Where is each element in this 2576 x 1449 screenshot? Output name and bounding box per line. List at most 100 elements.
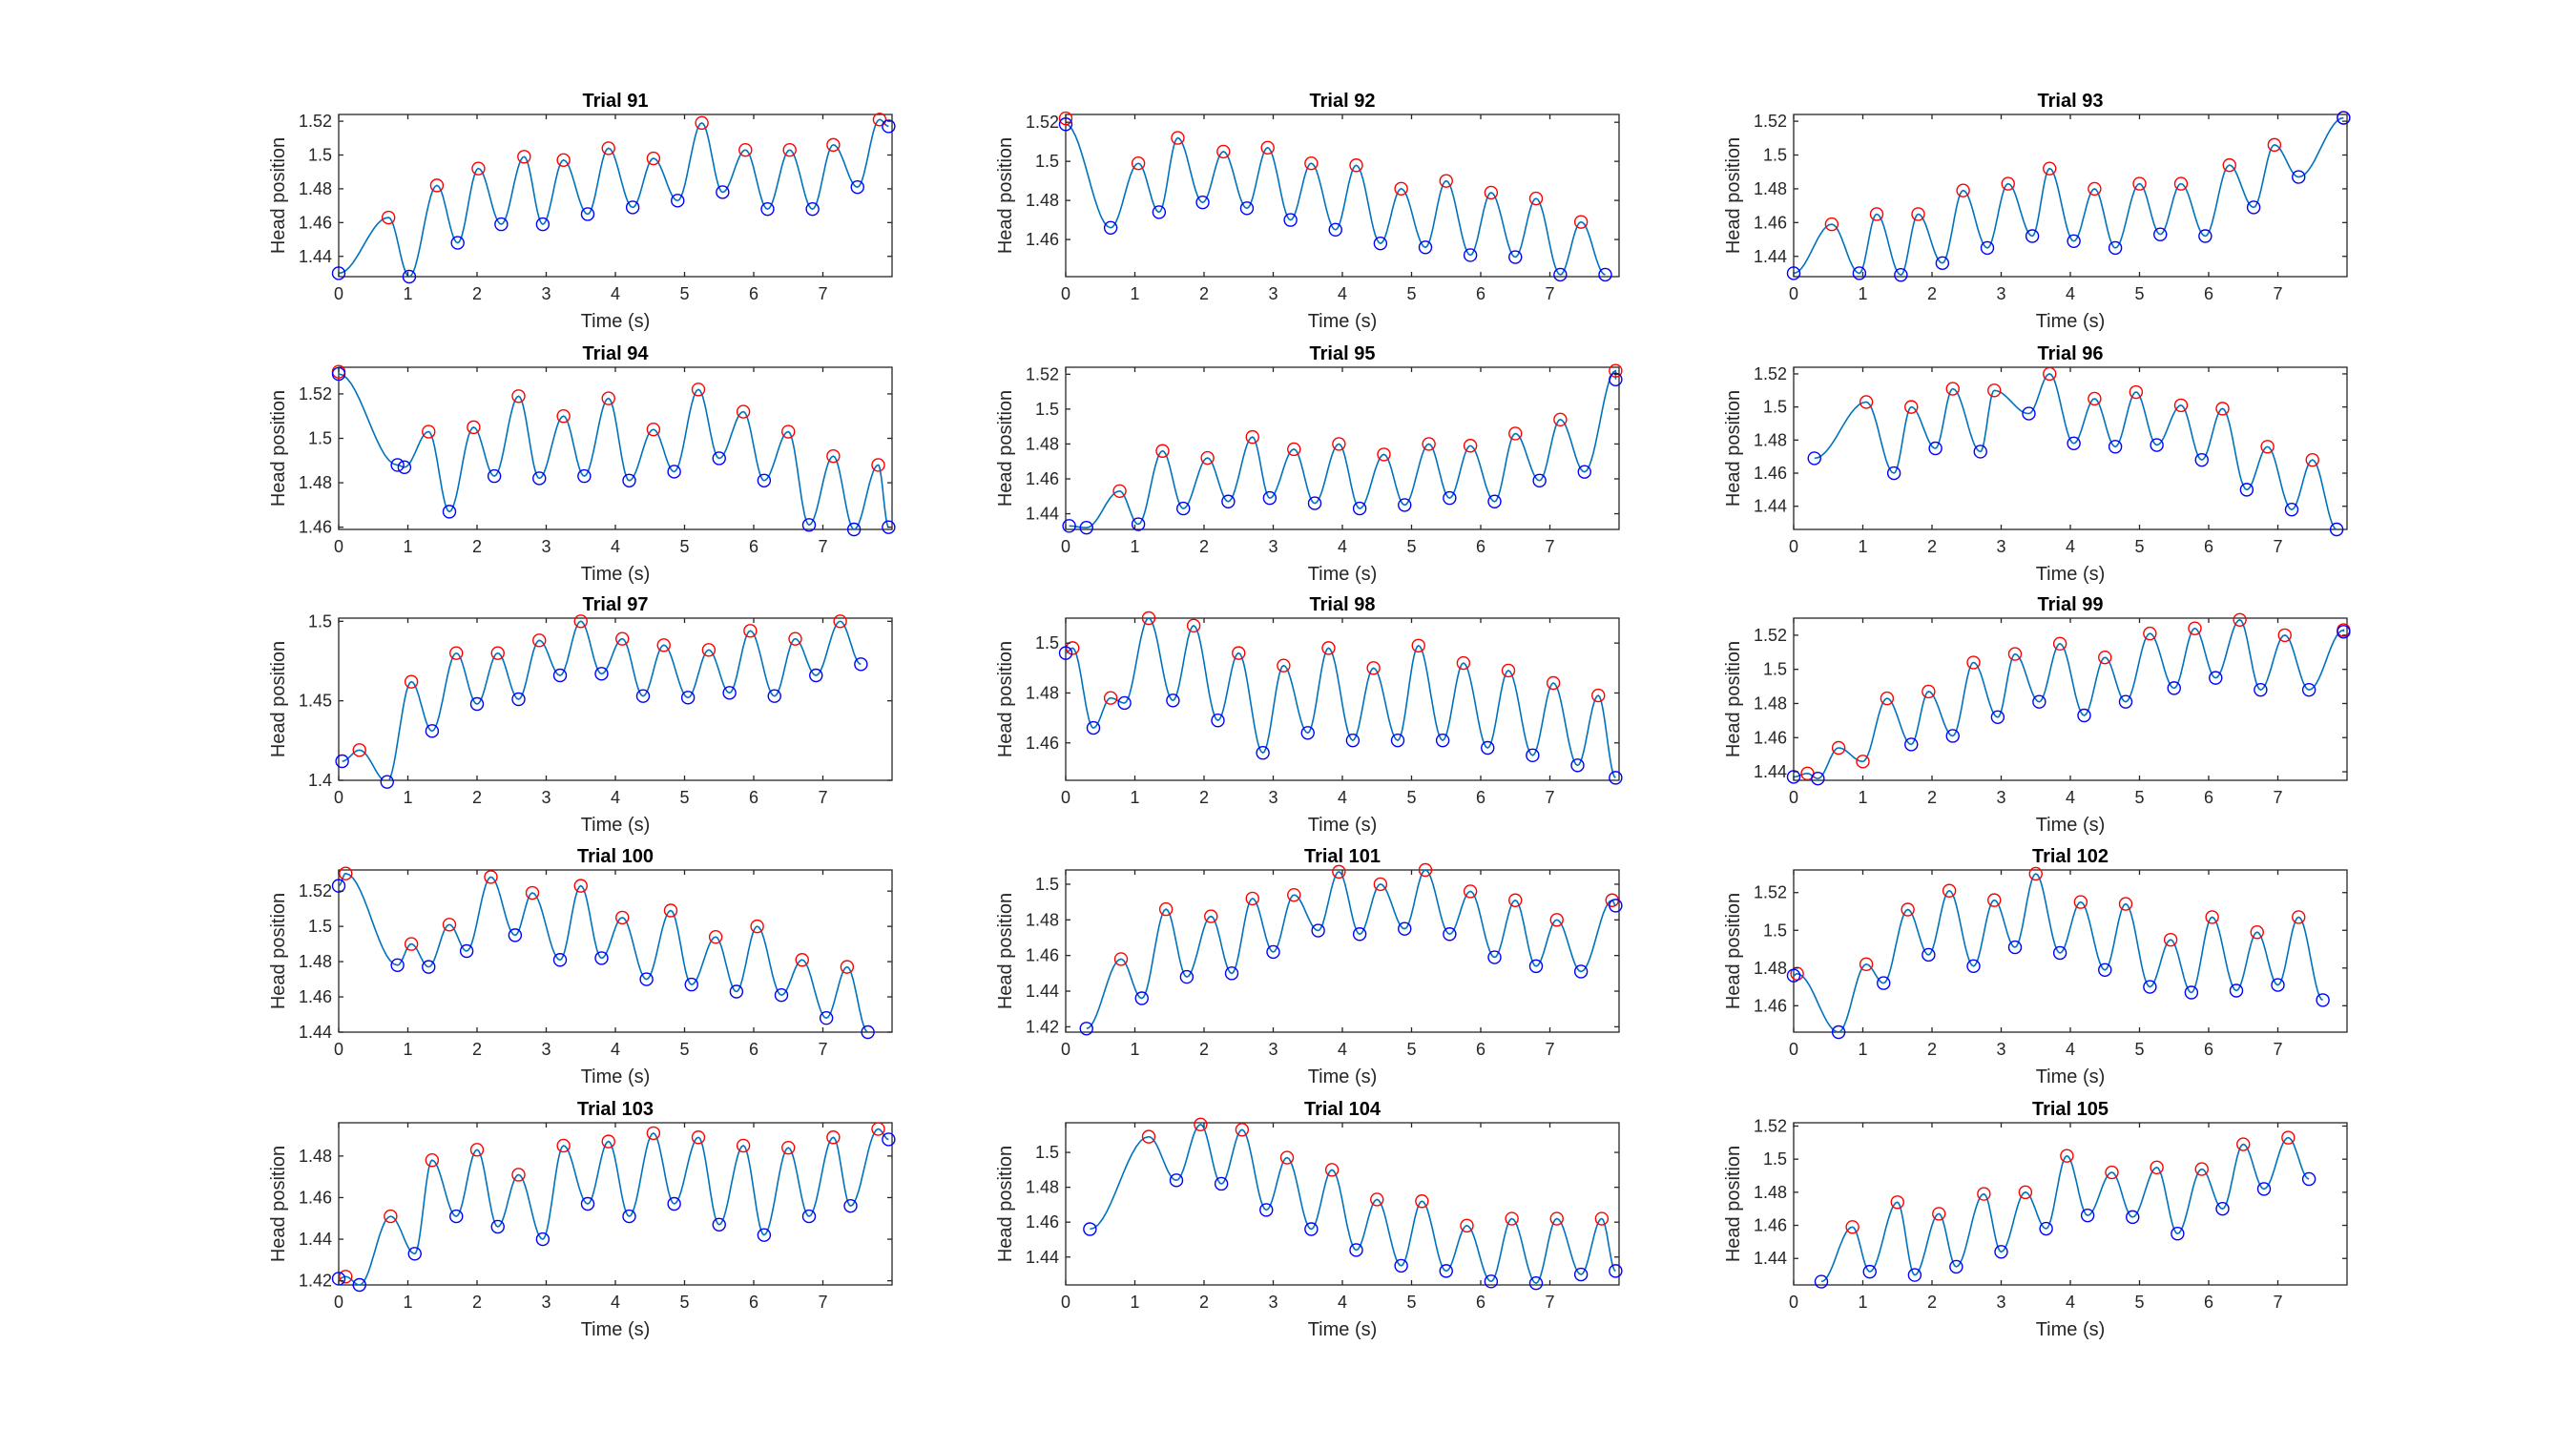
peak-marker [1349, 158, 1363, 173]
axes-box [1065, 114, 1620, 278]
peak-marker [2222, 157, 2236, 173]
peak-marker [2233, 612, 2247, 627]
peak-marker [2060, 1149, 2074, 1163]
x-tick-label: 1 [1858, 1040, 1867, 1059]
trough-marker [1079, 520, 1093, 535]
x-tick-label: 4 [2066, 284, 2075, 303]
x-tick-label: 3 [541, 537, 551, 556]
trough-marker [1907, 1268, 1922, 1282]
trough-marker [469, 696, 485, 712]
x-tick-label: 4 [611, 284, 620, 303]
x-tick-label: 7 [818, 537, 827, 556]
peak-marker [1394, 181, 1408, 197]
x-tick-label: 7 [1545, 1293, 1554, 1312]
x-tick-label: 2 [472, 284, 482, 303]
trough-marker [1487, 950, 1502, 964]
axes-box [338, 366, 893, 530]
trough-marker [2143, 980, 2157, 994]
y-tick-label: 1.44 [1754, 762, 1787, 781]
x-tick-label: 5 [1406, 1040, 1416, 1059]
trough-marker [1886, 466, 1901, 481]
trough-marker [1814, 1274, 1829, 1289]
x-tick-label: 0 [1061, 537, 1070, 556]
trough-marker [425, 724, 440, 738]
trough-marker [1949, 1259, 1963, 1274]
x-tick-label: 5 [679, 788, 689, 807]
trough-marker [1786, 770, 1801, 784]
peak-marker [736, 404, 751, 419]
trough-marker [767, 689, 781, 703]
x-tick-label: 3 [541, 788, 551, 807]
trough-marker [1577, 465, 1591, 479]
trough-marker [1103, 220, 1118, 235]
peak-marker [1987, 893, 2002, 907]
y-tick-label: 1.46 [1026, 1212, 1059, 1232]
peak-marker [1415, 1194, 1429, 1209]
y-tick-label: 1.5 [1763, 1149, 1787, 1169]
peak-marker [2043, 366, 2057, 382]
x-tick-label: 1 [1130, 1293, 1139, 1312]
y-tick-label: 1.48 [299, 952, 332, 971]
y-tick-label: 1.44 [1026, 505, 1059, 524]
trough-marker [667, 1196, 681, 1211]
trough-marker [2316, 993, 2330, 1007]
x-tick-label: 5 [1406, 537, 1416, 556]
y-tick-label: 1.5 [308, 917, 332, 936]
trough-marker [1994, 1245, 2008, 1259]
peak-marker [826, 1130, 841, 1145]
x-tick-label: 2 [1927, 788, 1937, 807]
trough-marker [805, 201, 820, 217]
x-tick-label: 2 [1199, 1040, 1209, 1059]
trough-marker [2118, 694, 2133, 709]
trough-marker [2198, 229, 2212, 243]
trough-marker [1262, 490, 1278, 506]
x-tick-label: 3 [541, 284, 551, 303]
peak-marker [525, 885, 540, 900]
trough-marker [1786, 968, 1801, 983]
trough-marker [1532, 473, 1547, 488]
peak-marker [743, 624, 758, 638]
trough-marker [2256, 1182, 2272, 1196]
x-tick-label: 0 [1789, 1293, 1798, 1312]
trough-marker [390, 958, 405, 972]
peak-marker [467, 420, 481, 435]
trough-marker [882, 119, 896, 134]
trough-marker [1166, 693, 1180, 708]
peak-marker [2129, 384, 2144, 400]
peak-marker [656, 638, 671, 652]
trough-marker [854, 657, 868, 672]
peak-marker [1141, 611, 1156, 626]
peak-marker [2028, 866, 2043, 881]
head-position-line [1794, 618, 2345, 780]
trough-marker [639, 972, 654, 986]
peak-marker [1186, 618, 1201, 633]
x-axis-label: Time (s) [1308, 815, 1378, 836]
y-tick-label: 1.5 [1763, 398, 1787, 417]
trough-marker [1443, 927, 1457, 942]
y-tick-label: 1.46 [1754, 464, 1787, 483]
trough-marker [2239, 483, 2254, 497]
y-axis-label: Head position [268, 390, 289, 507]
y-axis-label: Head position [995, 641, 1016, 757]
peak-marker [1411, 638, 1425, 652]
trough-marker [2039, 1221, 2053, 1236]
peak-marker [1260, 140, 1275, 155]
y-axis-label: Head position [268, 1146, 289, 1262]
trough-marker [1398, 921, 1412, 936]
x-axis-label: Time (s) [2036, 564, 2106, 585]
y-axis-label: Head position [268, 137, 289, 254]
trough-marker [1079, 1022, 1093, 1036]
peak-marker [1131, 156, 1146, 171]
trough-marker [552, 953, 568, 967]
x-tick-label: 0 [334, 537, 343, 556]
y-tick-label: 1.48 [299, 179, 332, 198]
peak-marker [1528, 191, 1544, 206]
peak-marker [1463, 439, 1478, 453]
trough-marker [760, 201, 775, 217]
x-tick-label: 2 [472, 1040, 482, 1059]
peak-marker [352, 743, 366, 757]
y-axis-label: Head position [995, 893, 1016, 1009]
subplot-title: Trial 100 [577, 846, 654, 867]
trough-marker [722, 686, 737, 700]
